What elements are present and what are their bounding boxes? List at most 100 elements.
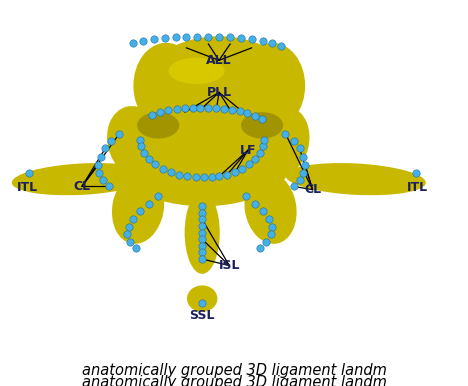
Point <box>205 105 212 111</box>
Point <box>183 173 191 179</box>
Point <box>208 174 215 180</box>
Point <box>181 105 189 111</box>
Ellipse shape <box>112 172 164 244</box>
Point <box>102 146 109 152</box>
Point <box>159 166 167 172</box>
Point <box>105 183 112 190</box>
Text: CL: CL <box>304 183 321 196</box>
Point <box>251 200 259 207</box>
Point <box>139 37 146 44</box>
Point <box>198 230 206 236</box>
Point <box>156 109 164 115</box>
Point <box>220 106 227 112</box>
Ellipse shape <box>241 112 283 139</box>
Point <box>25 169 33 176</box>
Point <box>198 249 206 256</box>
Point <box>269 40 276 46</box>
Text: CL: CL <box>73 180 90 193</box>
Point <box>242 193 249 200</box>
Text: PLL: PLL <box>206 86 232 99</box>
Point <box>140 150 148 156</box>
Point <box>215 173 223 179</box>
Ellipse shape <box>244 172 297 244</box>
Point <box>282 130 289 137</box>
Point <box>145 200 153 207</box>
Point <box>269 223 276 230</box>
Point <box>130 40 137 46</box>
Point <box>150 36 157 42</box>
Point <box>198 216 206 222</box>
Ellipse shape <box>285 163 426 195</box>
Point <box>189 105 197 111</box>
Point <box>132 245 139 252</box>
Point <box>125 223 132 230</box>
Point <box>198 210 206 216</box>
Point <box>198 300 206 306</box>
Point <box>205 34 212 40</box>
Point <box>130 216 137 222</box>
Point <box>108 138 115 144</box>
Point <box>175 172 183 178</box>
Point <box>223 172 231 178</box>
Point <box>215 34 223 40</box>
Point <box>231 169 239 175</box>
Point <box>256 245 263 252</box>
Ellipse shape <box>184 191 220 274</box>
Point <box>262 239 270 245</box>
Ellipse shape <box>137 112 179 139</box>
Point <box>227 34 234 40</box>
Point <box>197 105 204 111</box>
Point <box>259 143 267 149</box>
Point <box>200 174 207 181</box>
Point <box>251 113 259 119</box>
Point <box>167 169 175 175</box>
Point <box>198 256 206 262</box>
Point <box>116 130 123 137</box>
Point <box>248 36 256 42</box>
Point <box>212 105 220 111</box>
Point <box>154 193 162 200</box>
Point <box>267 231 274 237</box>
Point <box>412 169 419 176</box>
Point <box>245 161 253 167</box>
Text: ITL: ITL <box>407 181 428 193</box>
Point <box>97 154 104 160</box>
Ellipse shape <box>115 114 292 206</box>
Point <box>138 143 145 149</box>
Point <box>290 183 298 190</box>
Point <box>172 34 179 40</box>
Point <box>300 154 307 160</box>
Point <box>243 110 251 116</box>
Point <box>237 35 245 41</box>
Point <box>296 178 303 184</box>
Text: anatomically grouped 3D ligament landm: anatomically grouped 3D ligament landm <box>81 363 387 378</box>
Point <box>99 178 107 184</box>
Point <box>165 107 172 113</box>
Point <box>145 156 153 162</box>
Point <box>198 243 206 249</box>
Text: ITL: ITL <box>16 181 38 193</box>
Point <box>194 34 201 40</box>
Point <box>296 146 303 152</box>
Ellipse shape <box>12 163 152 195</box>
Ellipse shape <box>187 285 217 312</box>
Text: ALL: ALL <box>206 54 232 67</box>
Ellipse shape <box>133 43 199 129</box>
Ellipse shape <box>144 36 294 135</box>
Point <box>256 150 263 156</box>
Text: anatomically grouped 3D ligament landm: anatomically grouped 3D ligament landm <box>81 374 387 386</box>
Point <box>126 239 134 245</box>
Ellipse shape <box>252 106 309 178</box>
Point <box>137 208 144 214</box>
Point <box>265 216 273 222</box>
Point <box>300 170 307 176</box>
Point <box>239 166 246 172</box>
Point <box>124 231 131 237</box>
Point <box>259 208 267 214</box>
Text: ISL: ISL <box>219 259 240 272</box>
Point <box>198 223 206 229</box>
Point <box>290 138 298 144</box>
Point <box>258 116 266 122</box>
Ellipse shape <box>240 43 305 129</box>
Text: LF: LF <box>240 144 256 157</box>
